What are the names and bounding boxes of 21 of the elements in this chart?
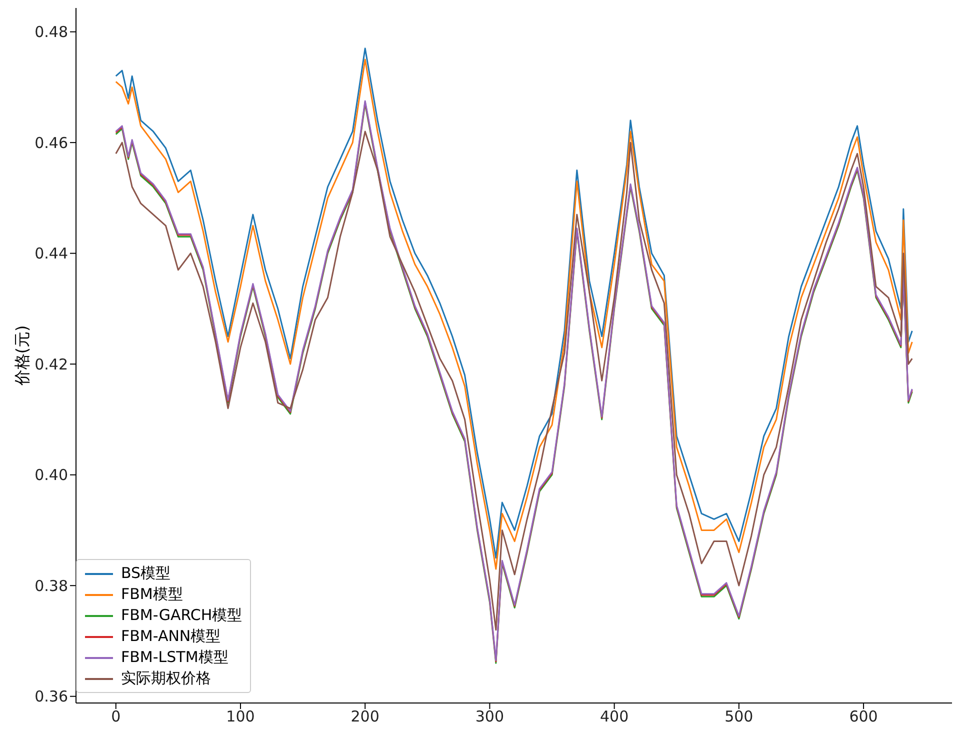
y-tick-label: 0.36	[34, 688, 68, 706]
y-tick-label: 0.44	[34, 244, 68, 263]
x-tick-label: 500	[724, 708, 754, 726]
x-tick-label: 200	[350, 708, 380, 726]
y-tick-label: 0.40	[34, 466, 68, 484]
legend-label: FBM-GARCH模型	[121, 606, 242, 625]
x-tick-label: 0	[111, 708, 121, 726]
y-tick-label: 0.38	[34, 576, 68, 595]
x-tick-label: 600	[849, 708, 878, 726]
y-tick-label: 0.42	[34, 355, 68, 374]
legend-label: BS模型	[121, 564, 171, 583]
y-tick-label: 0.46	[34, 134, 68, 152]
x-tick-label: 300	[475, 708, 504, 726]
legend-label: FBM-ANN模型	[121, 627, 221, 646]
y-tick-label: 0.48	[34, 23, 68, 42]
legend-label: FBM-LSTM模型	[121, 648, 228, 667]
x-tick-label: 400	[600, 708, 629, 726]
legend-label: FBM模型	[121, 585, 183, 604]
legend-label: 实际期权价格	[121, 669, 211, 688]
x-tick-label: 100	[226, 708, 255, 726]
y-axis-title: 价格(元)	[12, 325, 32, 387]
